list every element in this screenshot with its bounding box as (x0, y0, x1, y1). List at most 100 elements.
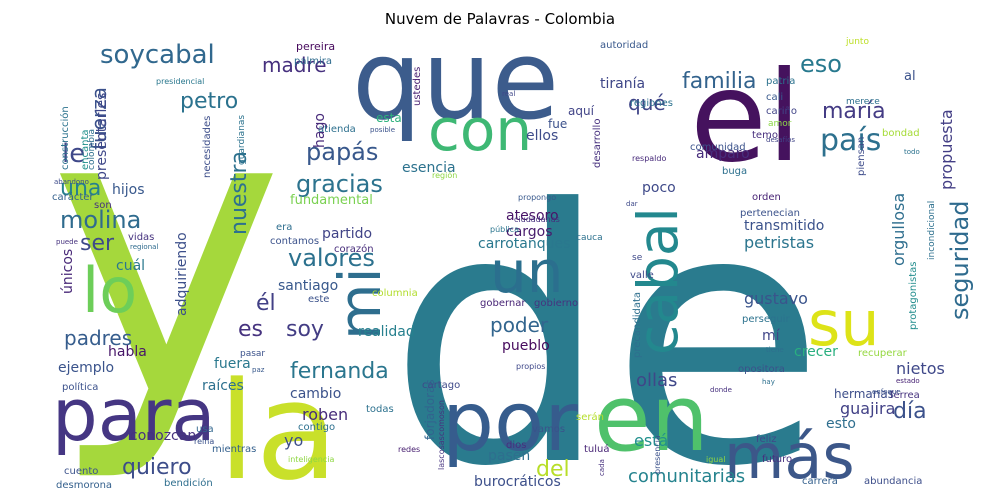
word-precandidata: precandidata (632, 292, 643, 358)
word-padres: padres (64, 326, 132, 350)
word-futuro: futuro (762, 454, 792, 465)
word-esta: esta (376, 111, 402, 125)
word-patria: patria (766, 76, 795, 87)
word-burocráticos: burocráticos (474, 474, 561, 490)
word-hijos: hijos (112, 182, 145, 198)
word-ellos: ellos (526, 128, 558, 144)
word-contamos: contamos (270, 236, 319, 247)
word-colombia: colombia (87, 129, 97, 170)
word-para: para (52, 373, 216, 457)
word-día: día (893, 399, 927, 424)
word-real: real (502, 90, 515, 98)
word-posible: posible (370, 126, 395, 134)
word-maría: maría (822, 99, 886, 124)
word-eso: eso (800, 50, 842, 78)
word-seguridad: seguridad (946, 201, 974, 320)
word-se: se (632, 253, 643, 263)
word-petro: petro (180, 89, 238, 114)
word-puede: puede (56, 238, 78, 246)
word-región: región (432, 170, 457, 180)
word-pasen: pasen (488, 448, 530, 464)
word-por: por (442, 375, 578, 470)
word-desafíos: desafíos (766, 136, 795, 144)
word-gobernar: gobernar (480, 298, 526, 309)
word-del: del (536, 457, 570, 482)
word-recuperar: recuperar (858, 348, 908, 359)
word-familia: familia (682, 69, 756, 94)
word-pertenecian: pertenecian (740, 208, 800, 219)
word-país: país (820, 123, 881, 158)
word-gobierno: gobierno (534, 298, 578, 309)
word-madre: madre (262, 53, 327, 77)
word-paz: paz (252, 366, 265, 374)
word-regiones: regiones (630, 98, 673, 109)
word-esto: esto (826, 416, 856, 432)
word-hago: hago (312, 113, 328, 148)
word-columnia: columnia (372, 288, 418, 299)
word-al: al (904, 69, 916, 84)
word-únicos: únicos (60, 249, 76, 294)
word-fernanda: fernanda (290, 359, 389, 384)
word-forjadoras: forjadoras (423, 379, 437, 440)
word-valle: valle (630, 270, 654, 281)
word-petristas: petristas (744, 233, 814, 252)
word-atienda: atienda (318, 124, 356, 135)
word-fue: fue (548, 117, 567, 131)
word-vamos: vamos (532, 424, 565, 435)
word-cuál: cuál (116, 258, 145, 274)
word-le: le (62, 139, 85, 169)
word-ser: ser (80, 231, 115, 256)
word-desmorona: desmorona (56, 480, 112, 491)
word-aquí: aquí (568, 104, 595, 118)
word-cuento: cuento (64, 466, 98, 477)
word-soycabal: soycabal (100, 40, 215, 70)
word-lascosascomoson: lascosascomoson (437, 400, 446, 470)
word-necesidades: necesidades (202, 116, 213, 178)
word-conozcan: conozcan (130, 428, 196, 444)
word-crecer: crecer (794, 344, 838, 360)
word-bendición: bendición (164, 477, 213, 489)
word-propongo: propongo (518, 193, 556, 202)
word-amor: amor (768, 119, 792, 129)
word-orgullosa: orgullosa (889, 193, 908, 266)
word-mientras: mientras (212, 444, 256, 455)
word-serán: serán (576, 411, 604, 423)
word-pereira: pereira (296, 40, 335, 53)
word-contigo: contigo (298, 422, 335, 433)
word-guajira: guajira (840, 399, 895, 418)
word-cali: cali (766, 92, 783, 103)
word-mi: mi (326, 267, 394, 340)
word-que: que (352, 16, 559, 144)
word-política: política (62, 381, 98, 393)
word-transmitido: transmitido (744, 218, 824, 234)
word-quiero: quiero (122, 455, 192, 480)
word-más: más (724, 420, 855, 493)
word-corazón: corazón (334, 243, 374, 255)
word-tiene: tiene (766, 346, 784, 354)
word-gustavo: gustavo (744, 289, 808, 308)
word-hay: hay (762, 378, 775, 386)
word-una: una (60, 176, 101, 201)
word-bondad: bondad (882, 128, 920, 139)
word-protagonistas: protagonistas (908, 262, 919, 330)
word-propuesta: propuesta (937, 109, 956, 190)
word-piensan: piensan (856, 137, 867, 176)
word-merece: merece (846, 97, 880, 107)
word-redes: redes (398, 445, 420, 454)
word-realidad: realidad (358, 324, 415, 340)
word-dar: dar (626, 200, 638, 208)
word-inteligencia: inteligencia (288, 455, 334, 464)
word-construcción: construcción (59, 106, 71, 170)
word-la: la (218, 353, 338, 500)
word-cartago: cartago (422, 380, 460, 391)
word-dios: dios (506, 440, 526, 451)
word-un: un (490, 238, 564, 306)
word-este: este (308, 294, 329, 305)
word-nuestra: nuestra (227, 151, 252, 235)
word-pública: pública (490, 225, 519, 234)
word-guardianas: guardianas (237, 115, 247, 165)
word-fuerza: fuerza (87, 87, 111, 150)
word-cargos: cargos (506, 224, 553, 240)
word-hermanas: hermanas (834, 387, 894, 401)
